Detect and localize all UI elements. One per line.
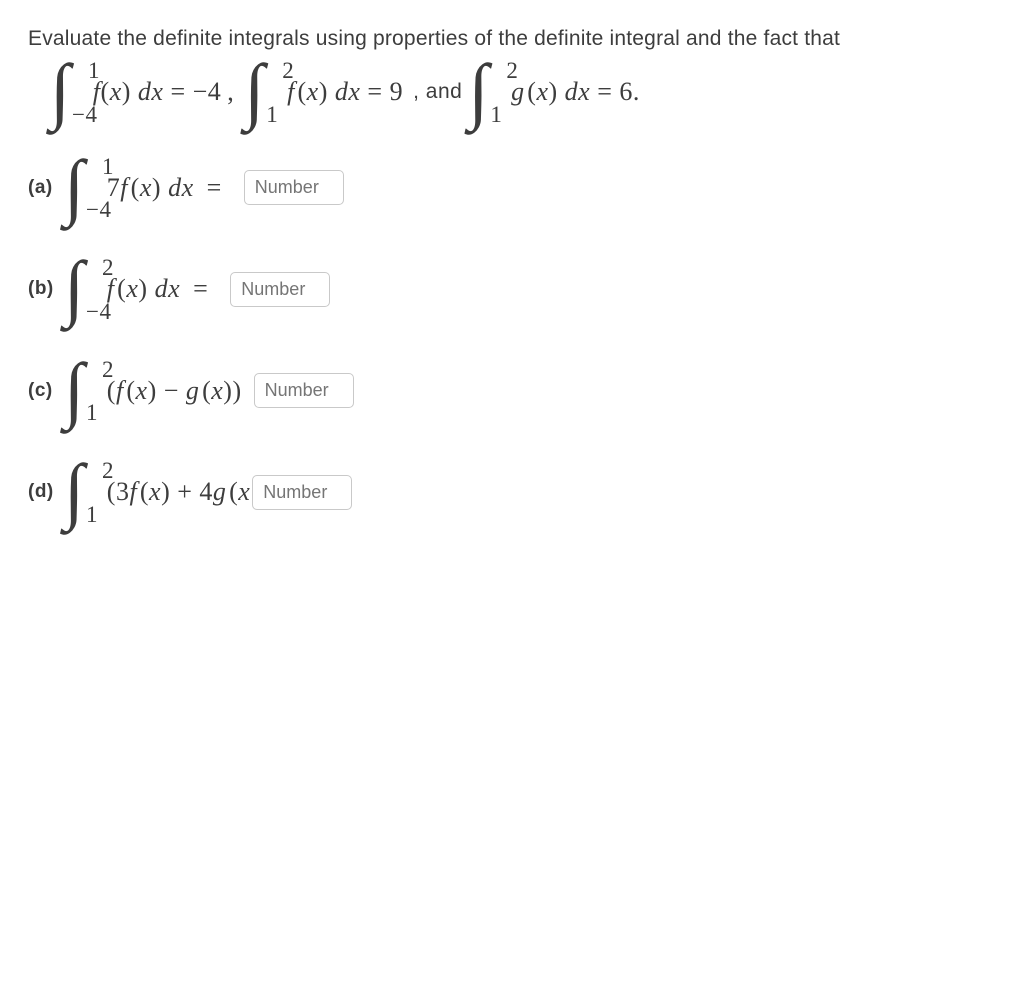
lower-limit: −4 xyxy=(72,102,97,128)
answer-input-b[interactable] xyxy=(230,272,330,307)
integral-sign-icon: ∫ xyxy=(64,160,85,216)
part-d: (d) ∫ 2 1 (3f (x) + 4g (x xyxy=(28,464,992,520)
part-a: (a) ∫ 1 −4 7f (x) dx = xyxy=(28,160,992,216)
lower-limit: −4 xyxy=(86,299,111,325)
answer-input-d[interactable] xyxy=(252,475,352,510)
upper-limit: 2 xyxy=(282,58,294,84)
upper-limit: 1 xyxy=(102,154,114,180)
parts-list: (a) ∫ 1 −4 7f (x) dx = (b) ∫ 2 −4 f (x) … xyxy=(28,160,992,520)
lower-limit: 1 xyxy=(86,400,98,426)
part-b-integral: ∫ 2 −4 f (x) dx = xyxy=(64,261,218,317)
part-label: (c) xyxy=(28,380,56,402)
join-text: , and xyxy=(407,80,468,104)
integral-sign-icon: ∫ xyxy=(244,64,265,120)
part-b: (b) ∫ 2 −4 f (x) dx = xyxy=(28,261,992,317)
lower-limit: 1 xyxy=(266,102,278,128)
integral-sign-icon: ∫ xyxy=(64,363,85,419)
integral-sign-icon: ∫ xyxy=(468,64,489,120)
upper-limit: 2 xyxy=(102,357,114,383)
answer-input-a[interactable] xyxy=(244,170,344,205)
upper-limit: 2 xyxy=(102,458,114,484)
given-integral-1: ∫ 1 −4 f(x) dx = −4 xyxy=(50,64,221,120)
part-c-integral: ∫ 2 1 (f (x) − g (x)) xyxy=(64,363,242,419)
answer-input-c[interactable] xyxy=(254,373,354,408)
given-integral-2: ∫ 2 1 f (x) dx = 9 xyxy=(244,64,403,120)
integral-sign-icon: ∫ xyxy=(64,464,85,520)
separator: , xyxy=(225,77,244,107)
part-d-integral: ∫ 2 1 (3f (x) + 4g (x xyxy=(64,464,250,520)
lower-limit: 1 xyxy=(86,502,98,528)
integral-sign-icon: ∫ xyxy=(50,64,71,120)
part-label: (d) xyxy=(28,481,56,503)
upper-limit: 1 xyxy=(88,58,100,84)
upper-limit: 2 xyxy=(102,255,114,281)
lower-limit: 1 xyxy=(490,102,502,128)
part-c: (c) ∫ 2 1 (f (x) − g (x)) xyxy=(28,363,992,419)
part-a-integral: ∫ 1 −4 7f (x) dx = xyxy=(64,160,232,216)
part-label: (a) xyxy=(28,177,56,199)
question-prompt: Evaluate the definite integrals using pr… xyxy=(28,24,992,54)
lower-limit: −4 xyxy=(86,197,111,223)
given-integrals-row: ∫ 1 −4 f(x) dx = −4 , ∫ 2 1 f (x) dx = 9… xyxy=(50,64,992,120)
upper-limit: 2 xyxy=(506,58,518,84)
part-label: (b) xyxy=(28,278,56,300)
integral-sign-icon: ∫ xyxy=(64,261,85,317)
given-integral-3: ∫ 2 1 g (x) dx = 6. xyxy=(468,64,640,120)
